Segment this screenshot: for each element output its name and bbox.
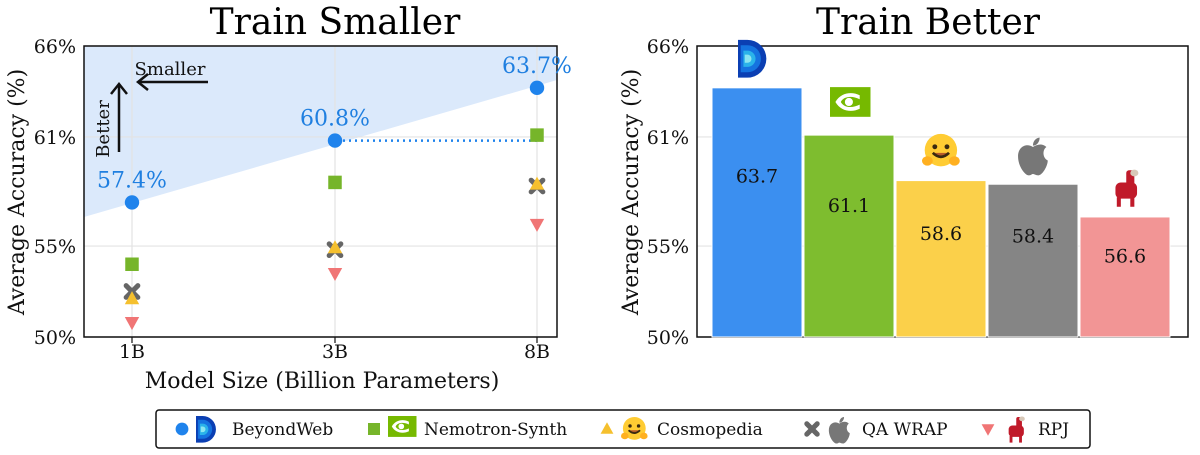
left-xticks: 1B 3B 8B <box>119 337 550 363</box>
left-plot-frame <box>83 45 558 338</box>
legend: BeyondWeb Nemotron-Synth Cosmopedia QA WRAP… <box>155 409 1091 449</box>
data-point-beyondweb <box>327 133 343 148</box>
y-tick-label: 61% <box>34 127 76 149</box>
legend-label: QA WRAP <box>862 420 948 440</box>
right-yticks: 50% 55% 61% 66% <box>647 36 689 349</box>
left-title: Train Smaller <box>210 2 461 43</box>
legend-item-beyondweb: BeyondWeb <box>175 416 333 443</box>
bar-value-label: 58.4 <box>1012 225 1054 247</box>
data-point-nemotron-synth <box>125 257 139 271</box>
better-label: Better <box>93 100 114 158</box>
left-ylabel: Average Accuracy (%) <box>5 69 30 316</box>
y-tick-label: 66% <box>647 36 689 58</box>
bar-value-label: 61.1 <box>828 195 870 217</box>
bar-value-label: 63.7 <box>736 166 778 188</box>
data-point-cosmopedia <box>124 291 140 305</box>
right-bars: 63.7 61.1 58.6 58.4 56.6 <box>711 39 1171 338</box>
left-series-marks <box>123 80 546 331</box>
legend-item-cosmopedia: Cosmopedia <box>600 416 763 441</box>
bar-qa-wrap <box>987 183 1079 338</box>
data-point-cosmopedia <box>327 240 343 254</box>
legend-marker <box>981 424 995 436</box>
x-tick-label: 8B <box>524 341 550 363</box>
legend-item-rpj: RPJ <box>981 416 1069 443</box>
y-tick-label: 61% <box>647 127 689 149</box>
y-tick-label: 55% <box>647 236 689 258</box>
data-point-rpj <box>529 218 545 232</box>
data-point-beyondweb <box>529 80 545 96</box>
smaller-annotation: Smaller <box>135 59 208 91</box>
x-tick-label: 3B <box>322 341 348 363</box>
legend-marker <box>368 423 380 435</box>
apple-logo-icon <box>1018 137 1048 176</box>
nvidia-logo-icon <box>388 416 417 437</box>
nvidia-logo-icon <box>830 87 871 117</box>
smaller-arrowhead <box>135 73 149 91</box>
legend-label: RPJ <box>1038 420 1069 440</box>
bar-cosmopedia <box>895 180 987 338</box>
bar-beyondweb <box>711 87 803 338</box>
right-title: Train Better <box>816 2 1041 43</box>
better-annotation: Better <box>93 81 128 158</box>
data-point-rpj <box>124 317 140 331</box>
legend-item-qa-wrap: QA WRAP <box>804 416 948 444</box>
left-xlabel: Model Size (Billion Parameters) <box>145 369 500 394</box>
point-value-label: 60.8% <box>300 107 370 132</box>
point-value-label: 63.7% <box>502 54 572 79</box>
legend-label: Nemotron-Synth <box>424 420 567 440</box>
right-ylabel: Average Accuracy (%) <box>619 69 644 316</box>
hugging-face-icon <box>920 132 962 168</box>
legend-marker <box>175 422 189 436</box>
data-point-cosmopedia <box>529 176 545 190</box>
llama-icon <box>1115 169 1139 207</box>
bar-value-label: 58.6 <box>920 223 962 245</box>
legend-items: BeyondWeb Nemotron-Synth Cosmopedia QA WRAP… <box>175 416 1069 444</box>
smaller-label: Smaller <box>135 59 206 80</box>
x-tick-label: 1B <box>119 341 145 363</box>
legend-marker <box>804 421 820 437</box>
y-tick-label: 66% <box>34 36 76 58</box>
data-point-beyondweb <box>124 195 140 210</box>
bar-rpj <box>1079 216 1171 338</box>
legend-marker <box>600 422 614 434</box>
legend-item-nemotron-synth: Nemotron-Synth <box>368 416 567 440</box>
y-tick-label: 50% <box>647 327 689 349</box>
better-arrowhead <box>110 81 128 95</box>
data-point-nemotron-synth <box>328 175 342 190</box>
right-panel: Train Better 50% 55% 61% 66% Average Accura… <box>619 2 1189 349</box>
left-point-labels: 57.4% 60.8% 63.7% <box>97 54 572 194</box>
point-value-label: 57.4% <box>97 168 167 193</box>
legend-label: BeyondWeb <box>232 420 333 440</box>
y-tick-label: 50% <box>34 327 76 349</box>
y-tick-label: 55% <box>34 236 76 258</box>
bar-value-label: 56.6 <box>1104 246 1146 268</box>
legend-label: Cosmopedia <box>657 420 763 440</box>
bar-nemotron-synth <box>803 134 895 338</box>
better-region <box>84 46 557 217</box>
data-point-rpj <box>327 267 343 281</box>
data-point-nemotron-synth <box>530 128 544 142</box>
left-panel: Train Smaller 50% 55% 61% 66% 1B 3B 8B Averag… <box>5 2 572 394</box>
left-yticks: 50% 55% 61% 66% <box>34 36 76 349</box>
